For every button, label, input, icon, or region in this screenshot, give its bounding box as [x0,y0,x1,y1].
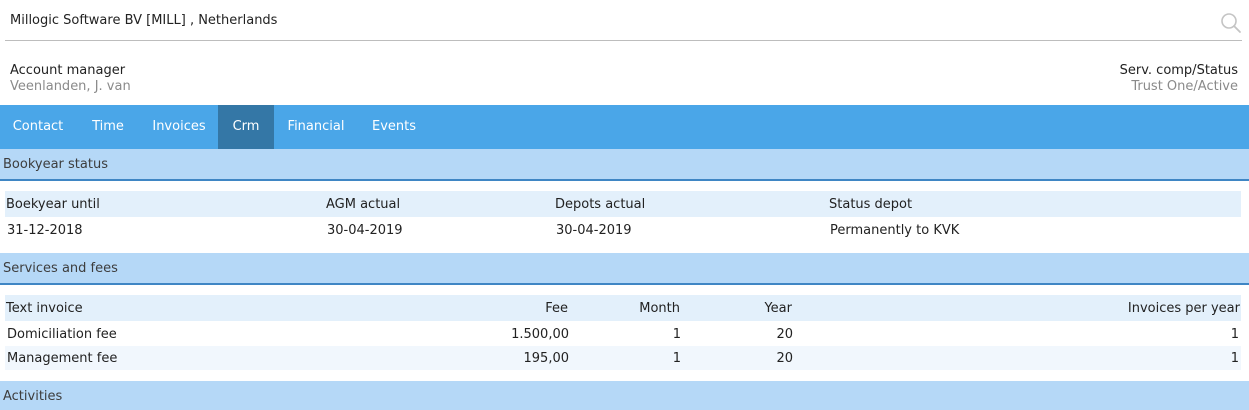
table-row: Management fee 195,00 1 20 1 [5,346,1241,370]
section-title: Bookyear status [3,157,108,172]
column-header: Boekyear until [6,197,100,212]
account-manager-label: Account manager [10,63,126,78]
search-icon[interactable] [1220,12,1242,34]
tab-time[interactable]: Time [92,119,124,134]
table-cell: Management fee [7,351,118,366]
bookyear-table-header: Boekyear until AGM actual Depots actual … [5,191,1241,217]
column-header: Depots actual [555,197,646,212]
table-cell: 20 [776,327,793,342]
table-cell: 1 [672,351,681,366]
table-cell: 30-04-2019 [556,223,632,238]
activities-header[interactable]: Activities [0,381,1249,410]
column-header: Status depot [829,197,913,212]
table-cell: 1 [1230,351,1239,366]
tab-invoices[interactable]: Invoices [152,119,206,134]
tab-bar: Contact Time Invoices Crm Financial Even… [0,105,1249,149]
tab-contact[interactable]: Contact [12,119,64,134]
column-header: Text invoice [6,301,83,316]
service-status-value: Trust One/Active [1131,79,1238,94]
search-bar[interactable]: Millogic Software BV [MILL] , Netherland… [5,0,1242,41]
table-row: Domiciliation fee 1.500,00 1 20 1 [5,322,1241,346]
service-status-label: Serv. comp/Status [1119,63,1238,78]
column-header: Month [639,301,680,316]
column-header: Year [764,301,792,316]
tab-crm[interactable]: Crm [218,105,274,149]
section-title: Services and fees [3,261,118,276]
column-header: Invoices per year [1127,301,1240,316]
tab-financial[interactable]: Financial [287,119,345,134]
search-input[interactable]: Millogic Software BV [MILL] , Netherland… [10,13,278,28]
account-manager-value: Veenlanden, J. van [10,79,131,94]
section-title: Activities [3,389,63,404]
table-cell: 1 [672,327,681,342]
tab-events[interactable]: Events [371,119,416,134]
table-cell: 195,00 [523,351,570,366]
table-cell: 20 [776,351,793,366]
column-header: Fee [545,301,568,316]
table-cell: 31-12-2018 [7,223,83,238]
table-cell: 1 [1230,327,1239,342]
table-cell: 30-04-2019 [327,223,403,238]
column-header: AGM actual [326,197,401,212]
services-table-header: Text invoice Fee Month Year Invoices per… [5,295,1241,321]
services-fees-header[interactable]: Services and fees [0,253,1249,285]
table-cell: Permanently to KVK [830,223,960,238]
table-cell: Domiciliation fee [7,327,117,342]
table-cell: 1.500,00 [511,327,569,342]
table-row: 31-12-2018 30-04-2019 30-04-2019 Permane… [5,218,1241,242]
bookyear-status-header[interactable]: Bookyear status [0,149,1249,181]
